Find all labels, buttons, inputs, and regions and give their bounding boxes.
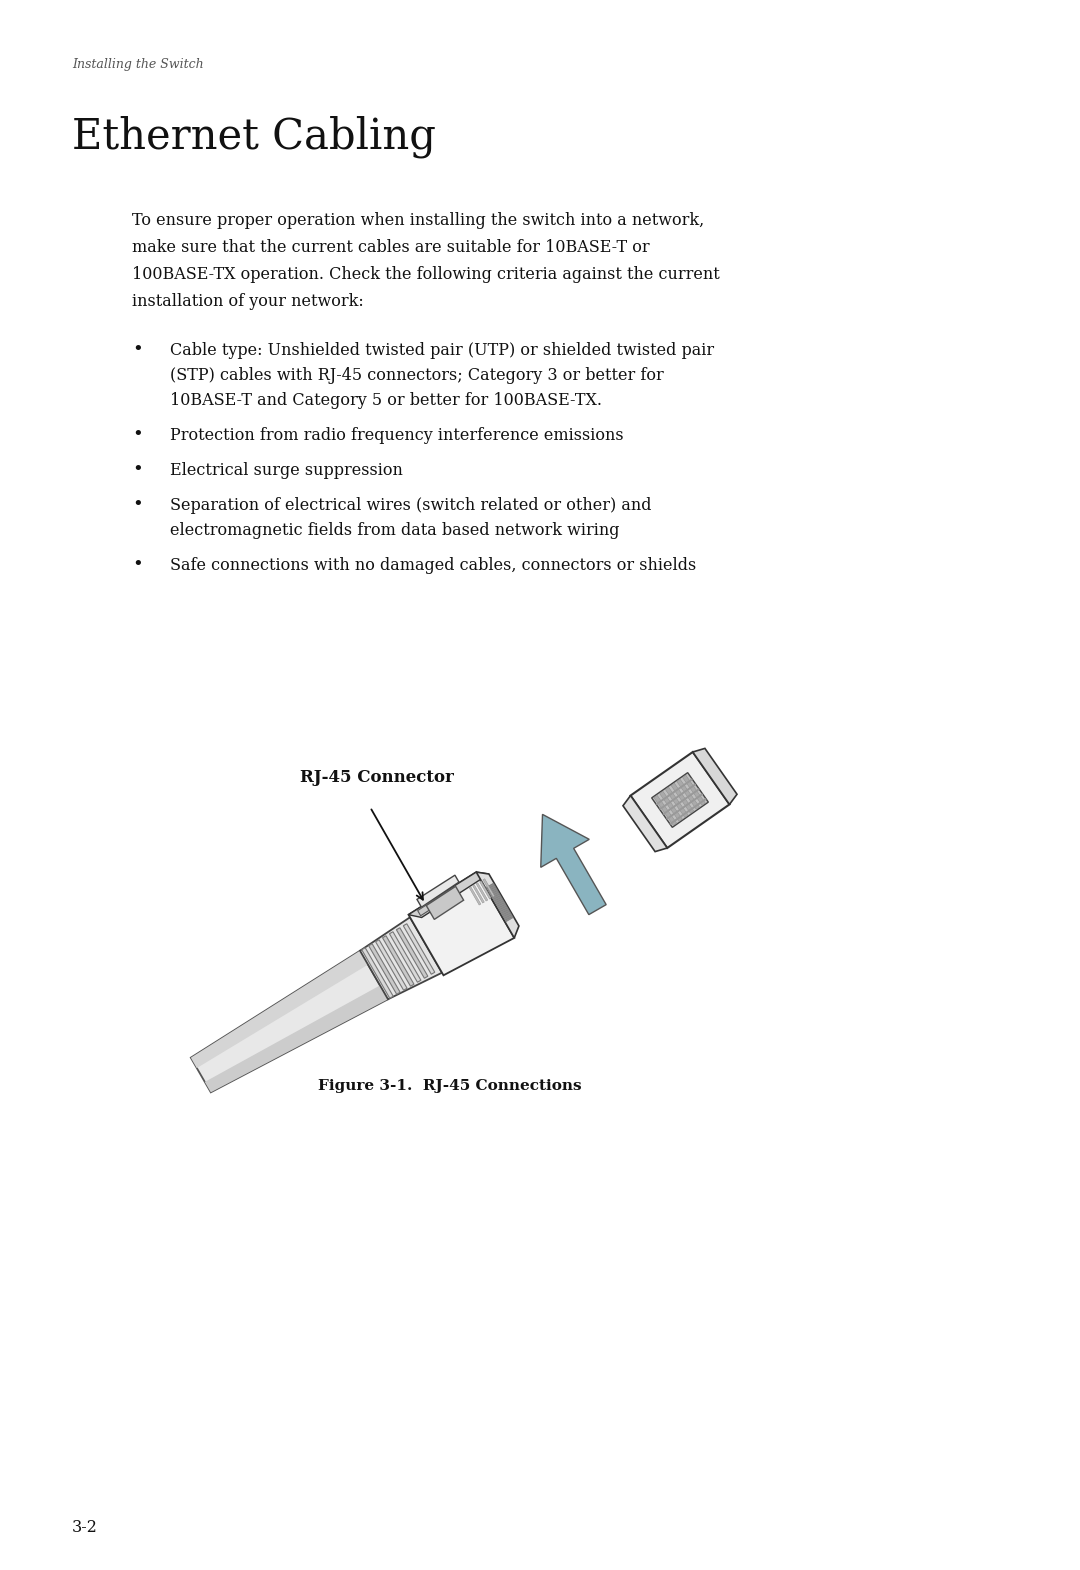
Polygon shape <box>660 791 683 821</box>
Polygon shape <box>491 884 512 918</box>
Polygon shape <box>476 882 488 901</box>
Polygon shape <box>486 887 507 922</box>
Polygon shape <box>491 884 513 918</box>
Polygon shape <box>469 887 481 904</box>
Polygon shape <box>651 772 708 827</box>
Polygon shape <box>653 796 677 826</box>
Polygon shape <box>360 917 442 999</box>
Polygon shape <box>382 936 414 986</box>
Polygon shape <box>473 885 484 903</box>
Polygon shape <box>362 948 393 999</box>
Polygon shape <box>191 951 368 1068</box>
Polygon shape <box>427 887 463 920</box>
Polygon shape <box>492 882 513 918</box>
Text: Electrical surge suppression: Electrical surge suppression <box>170 462 403 479</box>
Polygon shape <box>408 871 514 975</box>
Polygon shape <box>205 986 388 1093</box>
Polygon shape <box>677 779 700 810</box>
Polygon shape <box>390 931 421 983</box>
Polygon shape <box>191 951 388 1093</box>
Polygon shape <box>489 885 510 920</box>
Text: installation of your network:: installation of your network: <box>132 294 364 309</box>
Polygon shape <box>666 793 703 820</box>
Polygon shape <box>408 871 489 917</box>
Text: 100BASE-TX operation. Check the following criteria against the current: 100BASE-TX operation. Check the followin… <box>132 265 719 283</box>
Polygon shape <box>662 788 700 815</box>
Polygon shape <box>376 940 407 991</box>
Text: •: • <box>132 341 143 360</box>
Text: •: • <box>132 462 143 479</box>
Polygon shape <box>683 776 705 805</box>
Text: 3-2: 3-2 <box>72 1520 98 1535</box>
Text: •: • <box>132 496 143 513</box>
Polygon shape <box>665 787 688 818</box>
Polygon shape <box>670 798 706 824</box>
Polygon shape <box>417 874 459 907</box>
Text: Protection from radio frequency interference emissions: Protection from radio frequency interfer… <box>170 427 623 444</box>
Polygon shape <box>476 871 518 937</box>
Polygon shape <box>541 815 606 915</box>
Polygon shape <box>368 944 401 994</box>
Text: •: • <box>132 425 143 444</box>
Text: To ensure proper operation when installing the switch into a network,: To ensure proper operation when installi… <box>132 212 704 229</box>
Text: Safe connections with no damaged cables, connectors or shields: Safe connections with no damaged cables,… <box>170 557 697 575</box>
Polygon shape <box>480 881 491 900</box>
Polygon shape <box>656 779 693 805</box>
Text: Cable type: Unshielded twisted pair (UTP) or shielded twisted pair: Cable type: Unshielded twisted pair (UTP… <box>170 342 714 360</box>
Polygon shape <box>490 884 511 920</box>
Polygon shape <box>692 749 737 804</box>
Polygon shape <box>623 796 667 851</box>
Text: (STP) cables with RJ-45 connectors; Category 3 or better for: (STP) cables with RJ-45 connectors; Cate… <box>170 367 664 385</box>
Text: RJ-45 Connector: RJ-45 Connector <box>300 769 454 787</box>
Text: •: • <box>132 556 143 575</box>
Polygon shape <box>396 928 428 978</box>
Polygon shape <box>659 783 697 810</box>
Polygon shape <box>483 879 495 896</box>
Polygon shape <box>671 783 693 813</box>
Text: Separation of electrical wires (switch related or other) and: Separation of electrical wires (switch r… <box>170 498 651 513</box>
Text: Figure 3-1.  RJ-45 Connections: Figure 3-1. RJ-45 Connections <box>319 1079 582 1093</box>
Text: Installing the Switch: Installing the Switch <box>72 58 204 71</box>
Text: Ethernet Cabling: Ethernet Cabling <box>72 115 436 157</box>
Polygon shape <box>631 752 729 848</box>
Polygon shape <box>403 923 435 975</box>
Polygon shape <box>488 885 509 920</box>
Polygon shape <box>418 889 455 915</box>
Text: electromagnetic fields from data based network wiring: electromagnetic fields from data based n… <box>170 521 620 539</box>
Text: make sure that the current cables are suitable for 10BASE-T or: make sure that the current cables are su… <box>132 239 650 256</box>
Polygon shape <box>487 885 508 922</box>
Text: 10BASE-T and Category 5 or better for 100BASE-TX.: 10BASE-T and Category 5 or better for 10… <box>170 392 602 410</box>
